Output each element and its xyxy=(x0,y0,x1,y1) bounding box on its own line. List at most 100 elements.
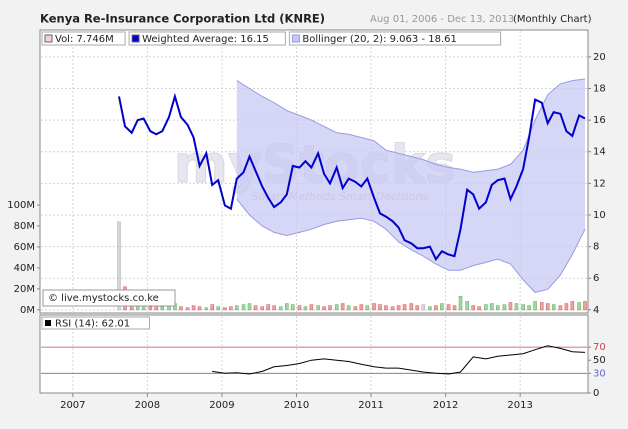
volume-bar xyxy=(309,304,314,311)
volume-bar xyxy=(284,303,289,311)
volume-bar xyxy=(216,306,220,311)
y-tick-label: 18 xyxy=(593,83,606,94)
volume-bar xyxy=(583,301,587,311)
y-tick-label: 4 xyxy=(593,305,599,316)
volume-bar xyxy=(272,305,276,311)
volume-bar xyxy=(303,306,308,311)
weighted-average-line xyxy=(118,92,586,262)
x-tick-label: 2012 xyxy=(433,400,458,411)
legend-item: Bollinger (20, 2): 9.063 - 18.61 xyxy=(288,31,502,46)
volume-bar xyxy=(402,304,407,311)
y2-tick-label: 80M xyxy=(14,221,35,232)
y-tick-label: 14 xyxy=(593,147,606,158)
volume-bar xyxy=(490,303,494,311)
volume-bar xyxy=(465,301,470,311)
volume-bar xyxy=(384,305,388,311)
rsi-legend-swatch xyxy=(45,320,51,326)
y2-tick-label: 40M xyxy=(14,263,35,274)
volume-bar xyxy=(440,303,444,311)
volume-bar xyxy=(521,304,525,311)
volume-bar xyxy=(378,304,382,311)
volume-bar xyxy=(539,302,544,311)
legend-item: Vol: 7.746M xyxy=(41,31,126,46)
volume-bar xyxy=(452,305,457,311)
bollinger-upper xyxy=(236,78,586,173)
legend-swatch xyxy=(291,34,300,43)
y-tick-label: 20 xyxy=(593,52,606,63)
volume-bar xyxy=(297,305,302,311)
date-range: Aug 01, 2006 - Dec 13, 2013 xyxy=(370,14,514,25)
legend-swatch xyxy=(44,34,53,43)
y-tick-label: 6 xyxy=(593,273,599,284)
volume-bar xyxy=(229,306,233,311)
legend-item: Weighted Average: 16.15 xyxy=(128,31,286,46)
volume-bar xyxy=(396,305,401,311)
y2-tick-label: 0M xyxy=(20,305,35,316)
y-tick-label: 8 xyxy=(593,242,599,253)
volume-bar xyxy=(197,306,202,311)
volume-bar xyxy=(290,304,295,311)
volume-bar xyxy=(160,306,165,311)
volume-bar xyxy=(558,305,563,311)
volume-bar xyxy=(359,304,364,311)
volume-bar xyxy=(346,305,351,311)
x-tick-label: 2010 xyxy=(284,400,309,411)
volume-bar xyxy=(334,304,339,311)
volume-bar xyxy=(148,306,153,311)
legend-swatch xyxy=(131,34,140,43)
volume-bar xyxy=(279,306,283,311)
bollinger-lower xyxy=(236,198,586,293)
volume-bar xyxy=(570,301,575,311)
x-tick-label: 2007 xyxy=(60,400,85,411)
legend-label: Bollinger (20, 2): 9.063 - 18.61 xyxy=(302,34,456,45)
copyright-box xyxy=(42,289,176,307)
volume-bar xyxy=(446,304,451,311)
volume-bar xyxy=(322,306,326,311)
rsi-tick-label: 0 xyxy=(593,388,599,399)
volume-bar xyxy=(260,306,264,311)
y-tick-label: 12 xyxy=(593,178,606,189)
volume-bar xyxy=(527,305,531,311)
y2-tick-label: 60M xyxy=(14,242,35,253)
y2-tick-label: 100M xyxy=(7,200,35,211)
rsi-legend-box xyxy=(41,316,150,330)
volume-bar xyxy=(477,306,481,311)
volume-bar xyxy=(428,306,432,311)
volume-bar xyxy=(471,305,475,311)
volume-bar xyxy=(247,303,252,311)
volume-bar xyxy=(372,303,376,311)
volume-bar xyxy=(117,221,121,311)
rsi-tick-label: 30 xyxy=(593,368,606,379)
volume-bar xyxy=(484,304,488,311)
rsi-tick-label: 70 xyxy=(593,342,606,353)
legend-label: Weighted Average: 16.15 xyxy=(142,34,269,45)
volume-bar xyxy=(458,295,463,311)
volume-bar xyxy=(204,307,209,311)
volume-bar xyxy=(421,304,426,311)
rsi-legend-label: RSI (14): 62.01 xyxy=(55,319,130,330)
legend-box xyxy=(41,31,126,46)
volume-bar xyxy=(564,303,569,311)
volume-bar xyxy=(328,305,332,311)
volume-bar xyxy=(316,305,320,311)
volume-bar xyxy=(551,304,556,311)
period: (Monthly Chart) xyxy=(513,14,592,25)
chart-title: Kenya Re-Insurance Corporation Ltd (KNRE… xyxy=(40,12,325,26)
legend-box xyxy=(288,31,502,46)
volume-bar xyxy=(235,305,239,311)
x-tick-label: 2011 xyxy=(358,400,383,411)
volume-bar xyxy=(514,303,519,311)
volume-bar xyxy=(502,304,507,311)
legend-label: Vol: 7.746M xyxy=(55,34,114,45)
bollinger-band xyxy=(236,79,586,293)
rsi-tick-label: 50 xyxy=(593,355,606,366)
legend-box xyxy=(128,31,286,46)
x-tick-label: 2013 xyxy=(507,400,532,411)
volume-bar xyxy=(185,307,190,311)
volume-bar xyxy=(577,302,581,311)
x-tick-label: 2008 xyxy=(135,400,160,411)
copyright: © live.mystocks.co.ke xyxy=(48,293,159,304)
volume-bar xyxy=(223,307,227,311)
x-tick-label: 2009 xyxy=(209,400,234,411)
y-tick-label: 16 xyxy=(593,115,606,126)
